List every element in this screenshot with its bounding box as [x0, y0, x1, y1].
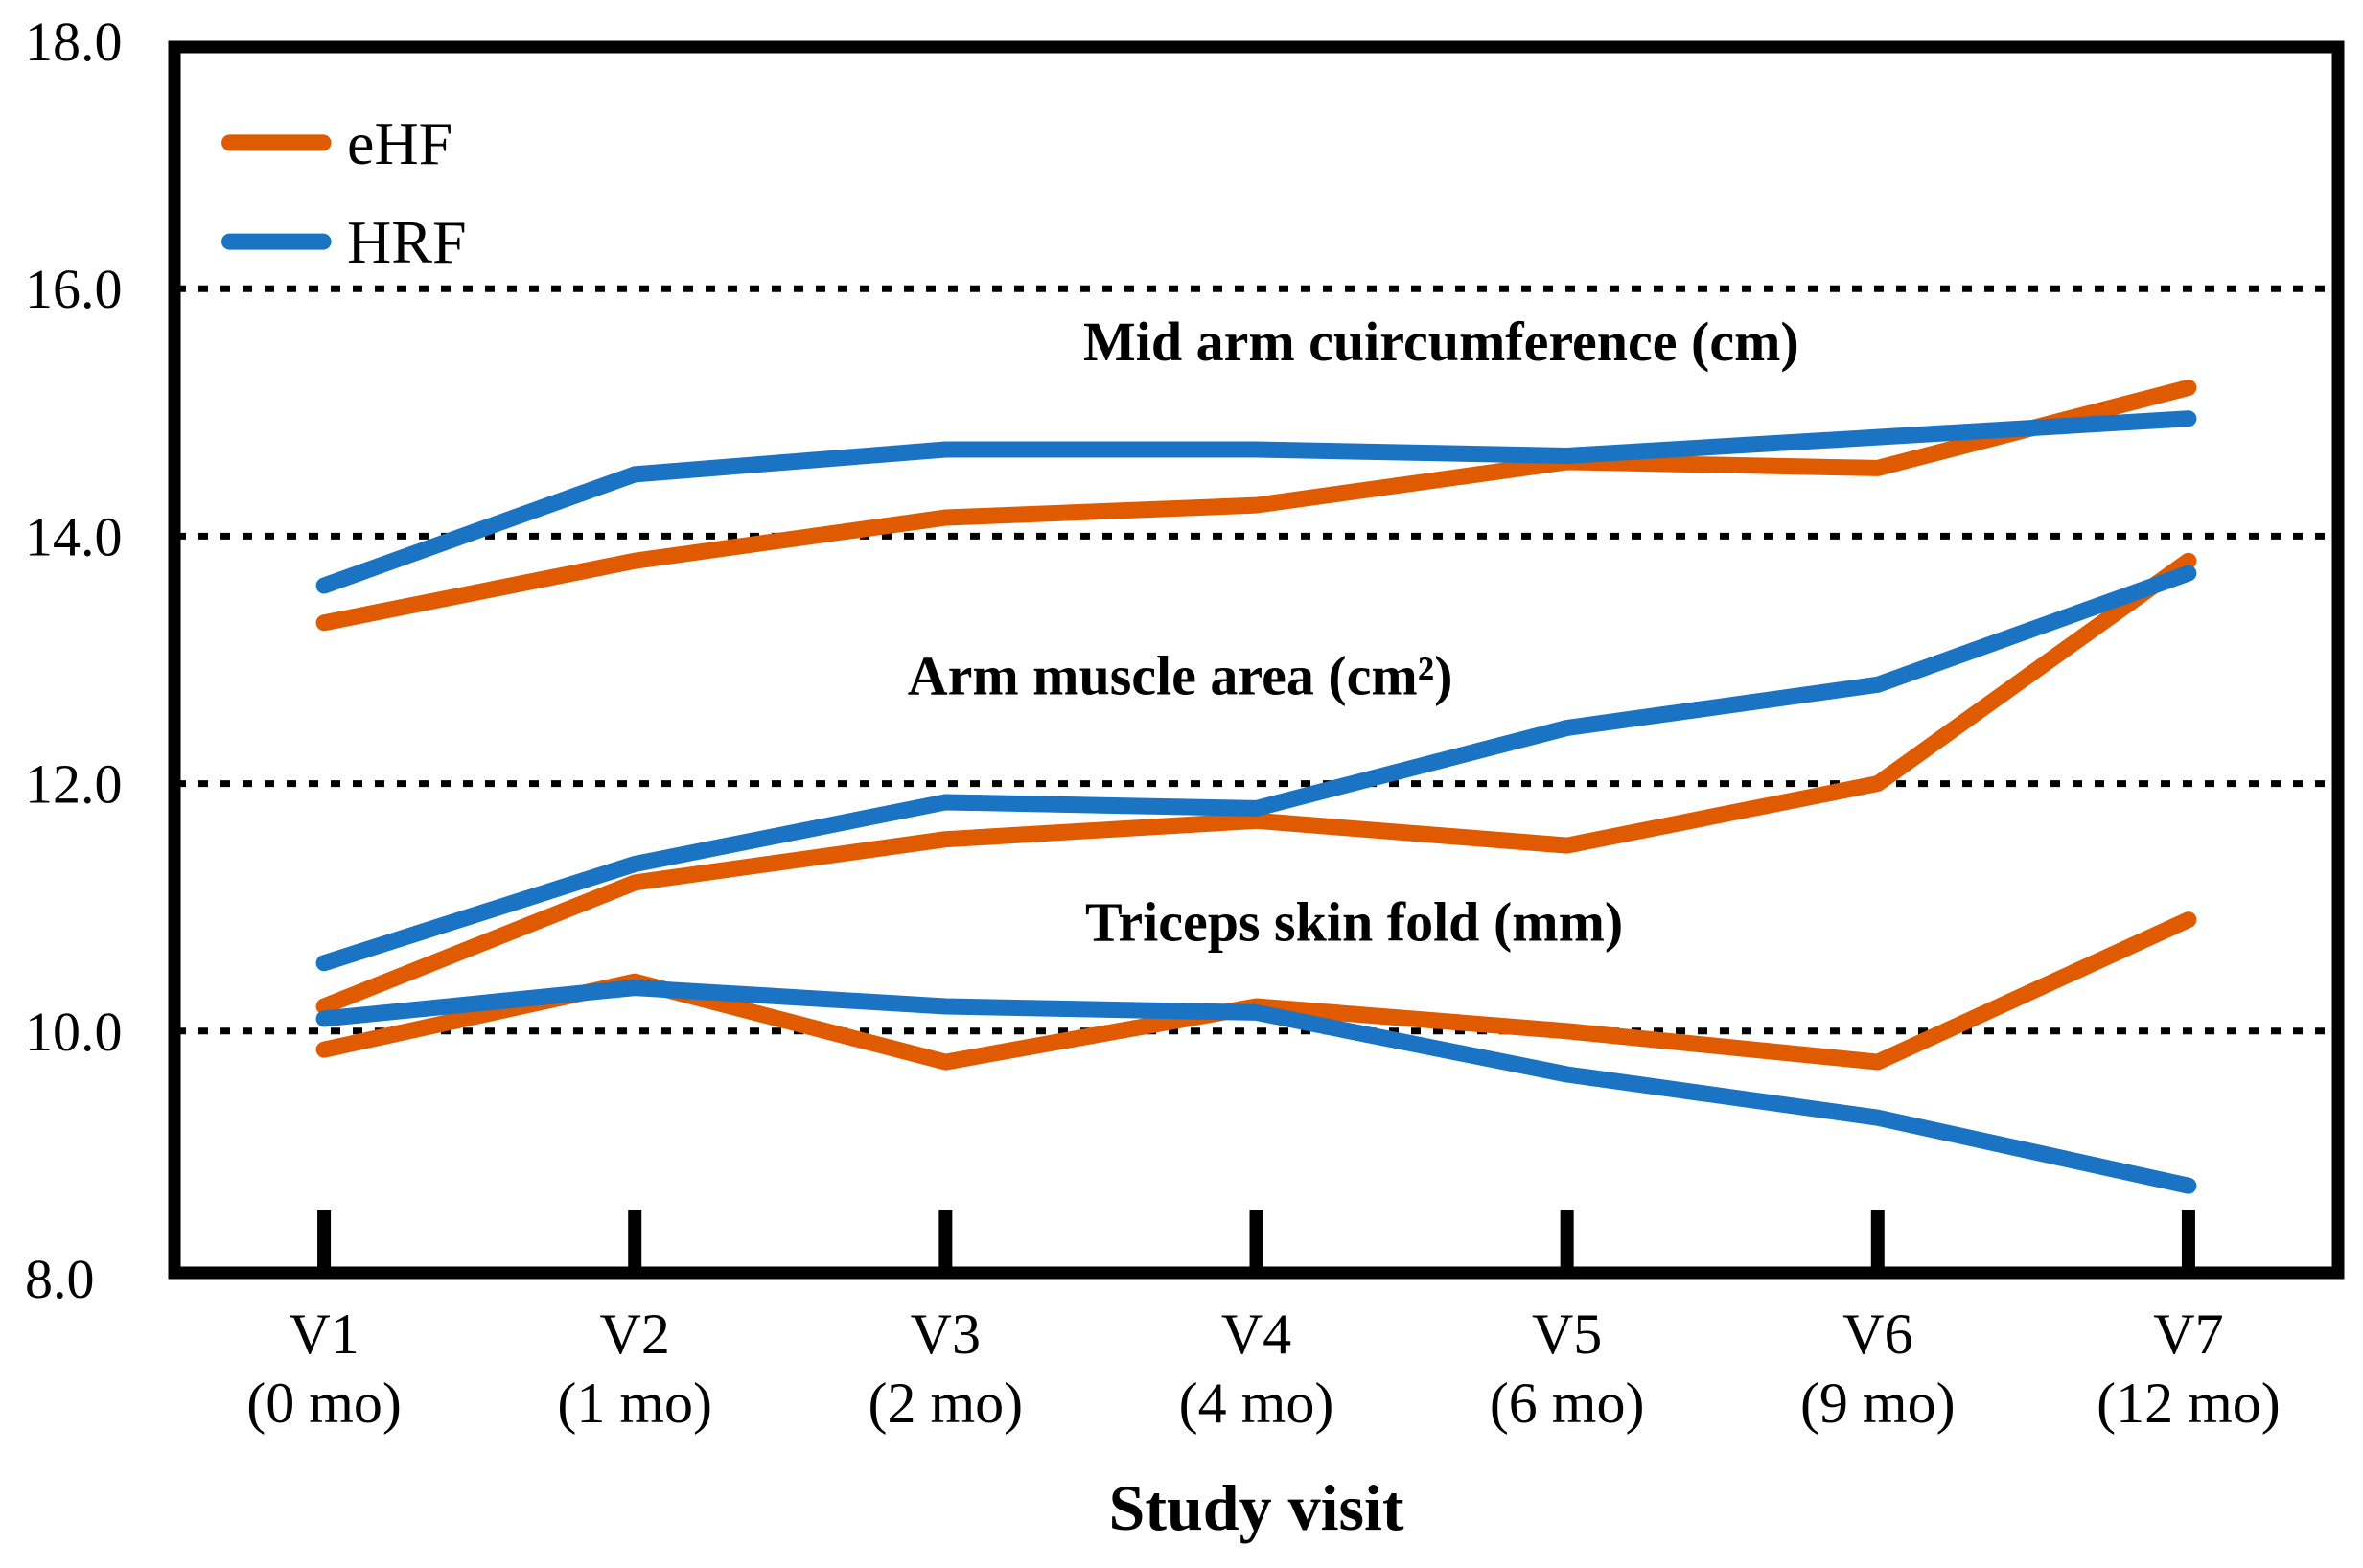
group-label-2: Arm muscle area (cm²) [908, 645, 1453, 707]
x-axis-tick-label-month: (6 mo) [1490, 1372, 1645, 1435]
x-axis-tick-label-visit: V6 [1842, 1303, 1912, 1366]
group-label-1: Mid arm cuircumference (cm) [1083, 311, 1799, 373]
x-axis-tick-label-visit: V2 [600, 1303, 670, 1366]
line-hrf-group3 [315, 980, 2197, 1194]
line-ehf-group1 [315, 379, 2197, 632]
y-axis-tick-label: 18.0 [25, 11, 123, 73]
x-axis-tick-label-visit: V4 [1221, 1303, 1291, 1366]
x-axis-title: Study visit [1109, 1471, 1404, 1544]
y-axis-tick-label: 16.0 [25, 258, 123, 320]
x-axis-tick-label-visit: V3 [911, 1303, 981, 1366]
plot-border [168, 40, 2345, 1280]
line-hrf-group2 [315, 565, 2197, 972]
x-axis-tick-label-month: (12 mo) [2097, 1372, 2281, 1435]
x-axis-tick-label-month: (2 mo) [869, 1372, 1024, 1435]
legend-label-hrf: HRF [347, 208, 467, 276]
x-axis-tick-label-visit: V1 [289, 1303, 359, 1366]
x-axis-tick-label-visit: V7 [2153, 1303, 2223, 1366]
y-axis-tick-label: 12.0 [25, 753, 123, 816]
y-axis-tick-label: 14.0 [25, 505, 123, 567]
x-axis-tick-label-month: (1 mo) [557, 1372, 712, 1435]
y-axis-tick-label: 8.0 [25, 1248, 95, 1310]
x-axis-tick-label-month: (4 mo) [1179, 1372, 1334, 1435]
x-axis-tick-label-visit: V5 [1532, 1303, 1602, 1366]
legend-label-ehf: eHF [347, 109, 452, 177]
group-label-3: Triceps skin fold (mm) [1085, 891, 1623, 954]
x-axis-tick-label-month: (9 mo) [1800, 1372, 1956, 1435]
line-hrf-group1 [315, 410, 2197, 594]
y-axis-tick-label: 10.0 [25, 1001, 123, 1063]
x-axis-tick-label-month: (0 mo) [246, 1372, 402, 1435]
line-ehf-group2 [315, 552, 2197, 1015]
